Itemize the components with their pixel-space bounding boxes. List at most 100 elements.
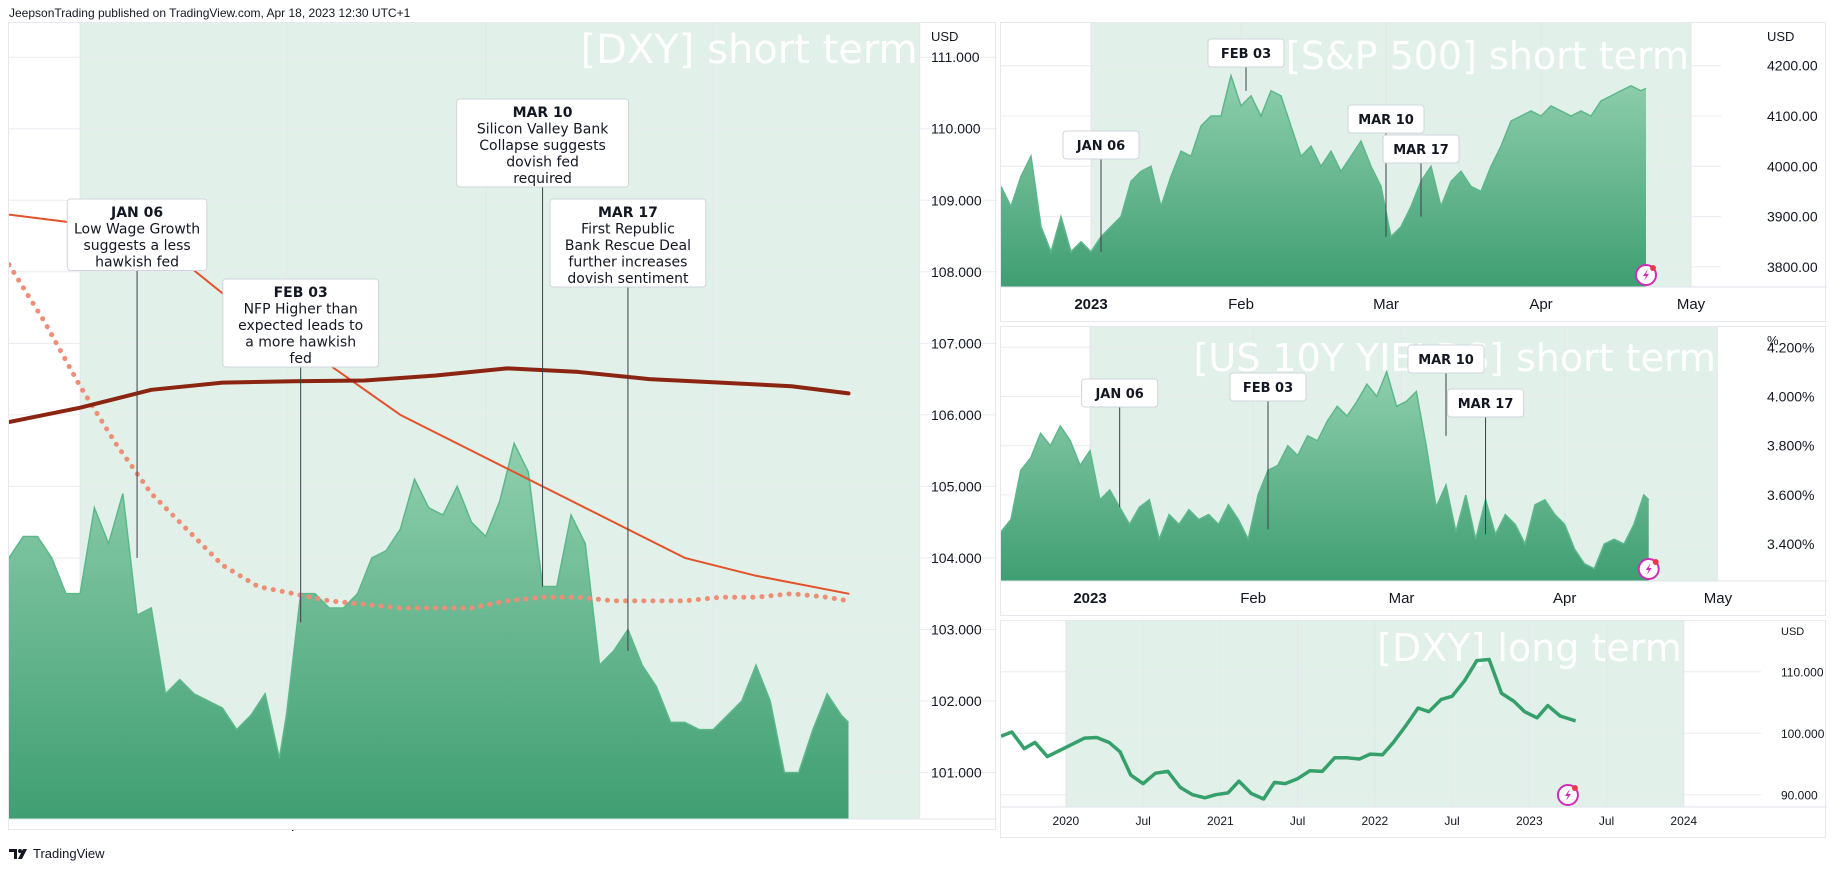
x-tick-label: Apr <box>702 828 725 831</box>
annotation-text: hawkish fed <box>95 255 179 271</box>
x-tick-label: 2023 <box>63 828 96 831</box>
y-tick-label: 4.000% <box>1767 389 1814 405</box>
x-tick-label: 2022 <box>1361 814 1388 828</box>
series-line <box>1001 657 1577 801</box>
annotation-text: Low Wage Growth <box>74 222 200 238</box>
lightning-badge-icon[interactable] <box>1556 784 1579 806</box>
y-tick-label: 3.800% <box>1767 438 1814 454</box>
annotation-text: First Republic <box>581 222 675 238</box>
annotation-box[interactable] <box>549 198 707 288</box>
annotation-text: Collapse suggests <box>479 138 606 154</box>
annotation-box[interactable] <box>1447 388 1525 418</box>
annotation-box[interactable] <box>222 278 380 368</box>
y-axis-unit: USD <box>931 29 958 44</box>
annotation-date: JAN 06 <box>1094 387 1143 402</box>
x-tick-label: May <box>1677 296 1706 313</box>
annotation-text: required <box>513 171 572 187</box>
chart-title: [S&P 500] short term <box>1286 34 1689 78</box>
chart-spx-short-svg: [S&P 500] short term JAN 06 FEB 03 MAR 10 MA… <box>1001 23 1827 313</box>
series-area <box>9 443 849 819</box>
y-tick-label: 109.000 <box>931 192 982 208</box>
y-tick-label: 4.200% <box>1767 339 1814 355</box>
annotation-box[interactable] <box>66 198 208 271</box>
y-tick-label: 110.000 <box>931 121 981 137</box>
lightning-badge-icon[interactable] <box>1637 558 1660 580</box>
annotation-date: MAR 17 <box>1458 397 1514 412</box>
y-tick-label: 102.000 <box>931 693 982 709</box>
annotation-box[interactable] <box>456 98 630 188</box>
annotation-date: MAR 17 <box>1393 143 1449 158</box>
y-axis-unit: USD <box>1767 29 1794 44</box>
y-tick-label: 107.000 <box>931 335 982 351</box>
x-tick-label: Mar <box>473 828 499 831</box>
annotation-date: FEB 03 <box>1243 381 1293 396</box>
annotation-text: NFP Higher than <box>244 302 358 318</box>
moving-average-dotted <box>9 262 851 611</box>
footer-brand[interactable]: TradingView <box>9 846 105 861</box>
published-line: JeepsonTrading published on TradingView.… <box>9 6 411 20</box>
y-tick-label: 108.000 <box>931 264 982 280</box>
y-tick-label: 3900.00 <box>1767 209 1818 225</box>
annotation-box[interactable] <box>1081 378 1159 408</box>
x-tick-label: Apr <box>1529 296 1552 313</box>
series-area <box>1001 75 1646 287</box>
footer-brand-label: TradingView <box>33 846 105 861</box>
series-line <box>1001 369 1650 570</box>
y-tick-label: 111.000 <box>931 49 980 65</box>
y-tick-label: 3800.00 <box>1767 259 1818 275</box>
x-tick-label: Feb <box>1240 590 1266 607</box>
y-tick-label: 103.000 <box>931 621 982 637</box>
y-tick-label: 90.000 <box>1781 789 1818 803</box>
series-line <box>9 441 850 774</box>
x-tick-label: Jul <box>1444 814 1459 828</box>
annotation-box[interactable] <box>1347 104 1425 134</box>
y-axis-unit: % <box>1767 333 1779 348</box>
annotation-box[interactable] <box>1229 372 1307 402</box>
annotation-date: FEB 03 <box>1221 47 1271 62</box>
moving-average-thick <box>9 366 851 424</box>
chart-dxy-short[interactable]: [DXY] short term JAN 06 Low Wage Growth sug… <box>8 22 997 831</box>
annotation-date: MAR 10 <box>513 105 573 121</box>
x-tick-label: Jul <box>1599 814 1614 828</box>
annotation-date: MAR 10 <box>1358 113 1414 128</box>
x-tick-label: 2020 <box>1053 814 1080 828</box>
chart-spx-short[interactable]: [S&P 500] short term JAN 06 FEB 03 MAR 10 MA… <box>1000 22 1827 322</box>
x-tick-label: Apr <box>1553 590 1576 607</box>
y-tick-label: 4100.00 <box>1767 108 1818 124</box>
y-tick-label: 104.000 <box>931 550 982 566</box>
x-tick-label: 2021 <box>1207 814 1234 828</box>
y-axis-unit: USD <box>1781 626 1804 638</box>
annotation-text: dovish fed <box>506 155 579 171</box>
annotation-box[interactable] <box>1062 130 1140 160</box>
y-tick-label: 4000.00 <box>1767 158 1818 174</box>
y-tick-label: 3.400% <box>1767 536 1814 552</box>
x-tick-label: Mar <box>1373 296 1399 313</box>
y-tick-label: 106.000 <box>931 407 982 423</box>
series-area <box>1001 371 1649 581</box>
chart-dxy-long-svg: [DXY] long term USD 110.000 100.000 90.000 20… <box>1001 621 1827 828</box>
chart-title: [DXY] long term <box>1377 626 1682 670</box>
y-tick-label: 110.000 <box>1781 666 1824 680</box>
y-tick-label: 4200.00 <box>1767 58 1818 74</box>
y-tick-label: 101.000 <box>931 765 982 781</box>
series-line <box>1001 73 1647 255</box>
chart-dxy-long[interactable]: [DXY] long term USD 110.000 100.000 90.000 20… <box>1000 620 1827 838</box>
x-tick-label: Feb <box>1228 296 1254 313</box>
x-tick-label: Mar <box>1389 590 1415 607</box>
tradingview-logo-icon <box>9 848 27 859</box>
annotation-text: expected leads to <box>238 318 363 334</box>
x-tick-label: 2023 <box>1074 296 1107 313</box>
annotation-box[interactable] <box>1207 38 1285 68</box>
annotation-text: suggests a less <box>83 238 190 254</box>
annotation-box[interactable] <box>1407 344 1485 374</box>
annotation-box[interactable] <box>1382 134 1460 164</box>
annotation-date: FEB 03 <box>274 285 328 301</box>
annotation-date: MAR 17 <box>598 205 658 221</box>
lightning-badge-icon[interactable] <box>1635 264 1657 286</box>
x-tick-label: May <box>1704 590 1733 607</box>
annotation-text: further increases <box>568 255 687 271</box>
x-tick-label: 2023 <box>1073 590 1106 607</box>
